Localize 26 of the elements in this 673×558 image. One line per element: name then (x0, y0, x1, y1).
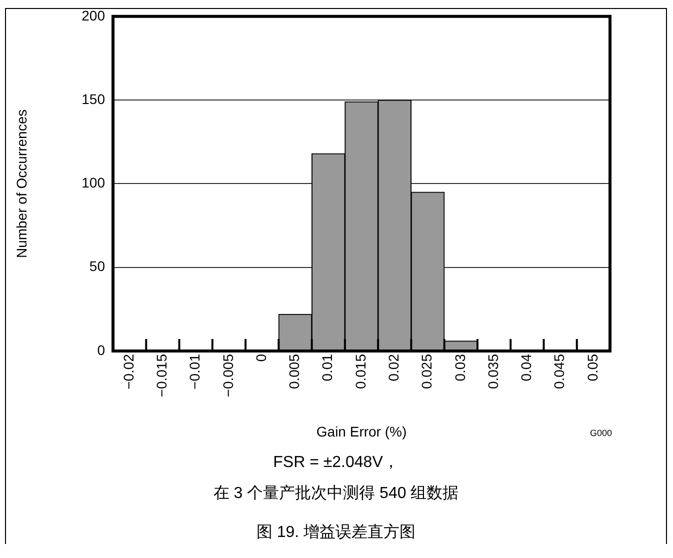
text: G000 (590, 428, 612, 438)
x-tick-label: 0 (252, 354, 269, 362)
x-tick-label: −0.015 (154, 354, 170, 398)
y-tick-label: 200 (82, 7, 106, 24)
x-tick-label: −0.005 (220, 354, 236, 398)
x-tick-label: 0.045 (551, 354, 568, 390)
y-tick-label: 100 (82, 174, 106, 191)
x-tick-label: 0.05 (584, 354, 600, 382)
text: FSR = ±2.048V， (273, 453, 399, 473)
x-tick-label: −0.01 (186, 354, 203, 390)
x-tick-label: 0.005 (286, 354, 302, 390)
y-tick-label: 150 (82, 90, 106, 107)
y-tick-label: 0 (97, 342, 106, 358)
x-tick-label: 0.03 (452, 354, 468, 382)
caption: 图 19. 增益误差直方图 (256, 522, 416, 543)
x-axis-title: Gain Error (%) (316, 423, 407, 440)
x-tick-label: −0.02 (120, 354, 136, 390)
x-tick-label: 0.035 (484, 354, 501, 390)
y-tick-label: 50 (89, 258, 106, 274)
text: 在 3 个量产批次中测得 540 组数据 (213, 484, 459, 504)
x-tick-label: 0.01 (319, 354, 336, 382)
x-tick-label: 0.04 (518, 354, 534, 382)
x-tick-label: 0.025 (418, 354, 435, 390)
x-tick-label: 0.02 (385, 354, 402, 382)
x-tick-label: 0.015 (352, 354, 368, 390)
y-axis-title: Number of Occurrences (13, 109, 30, 258)
